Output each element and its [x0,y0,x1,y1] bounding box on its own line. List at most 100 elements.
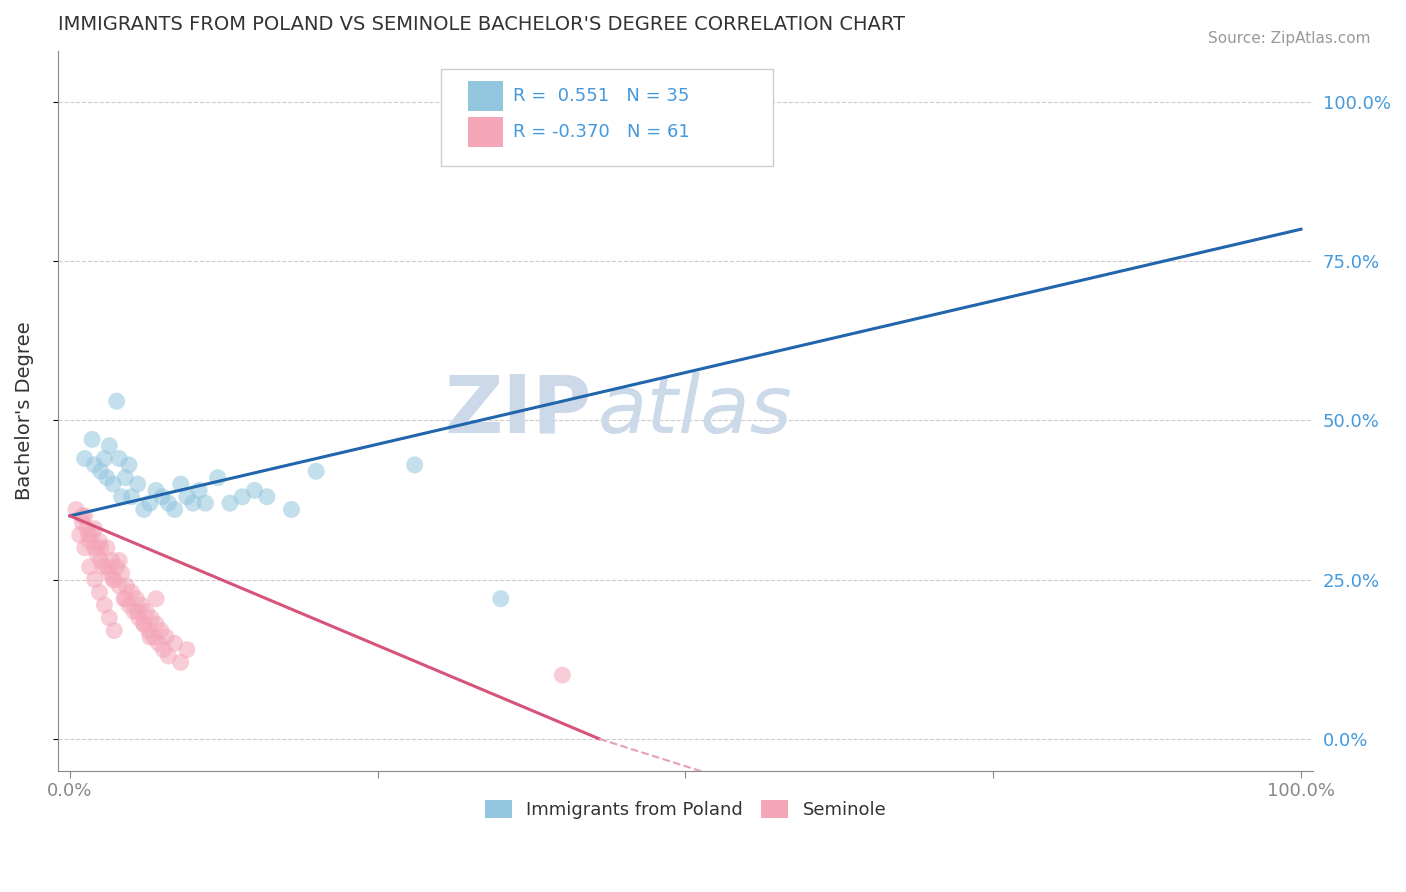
Point [98,566,121,581]
Point [91,559,114,574]
Point [101,553,124,567]
Point [96,559,118,574]
Point [142,630,165,644]
Point [80,433,103,447]
Point [90,553,112,567]
Point [79,534,101,549]
Point [79,559,101,574]
Point [90,464,112,478]
Point [157,648,180,663]
Point [170,477,193,491]
Point [114,591,136,606]
Point [551,668,574,682]
Point [111,490,134,504]
Point [77,528,100,542]
Point [65,502,87,516]
Text: R =  0.551   N = 35: R = 0.551 N = 35 [513,87,690,105]
Point [188,483,211,498]
Point [111,566,134,581]
Point [256,490,278,504]
Point [121,490,143,504]
Text: R = -0.370   N = 61: R = -0.370 N = 61 [513,123,690,141]
Point [163,502,186,516]
Point [170,656,193,670]
Point [181,496,204,510]
Point [89,585,111,599]
Point [145,483,167,498]
Point [176,642,198,657]
Point [150,624,173,638]
Point [145,617,167,632]
Point [73,541,96,555]
Point [127,604,149,618]
Point [83,573,105,587]
Point [96,541,118,555]
Point [114,470,136,484]
Point [145,591,167,606]
Point [118,458,141,472]
Point [141,611,163,625]
Point [69,528,91,542]
Point [83,458,105,472]
Point [132,617,155,632]
Point [76,522,98,536]
Point [105,394,128,409]
Point [128,611,150,625]
Point [96,470,118,484]
Point [163,636,186,650]
Point [280,502,302,516]
Point [243,483,266,498]
Point [103,624,125,638]
Point [207,470,229,484]
Text: Source: ZipAtlas.com: Source: ZipAtlas.com [1208,31,1371,46]
Point [83,522,105,536]
Point [132,617,155,632]
Bar [468,81,503,112]
Point [176,490,198,504]
Point [131,598,153,612]
Point [121,585,143,599]
Point [108,553,131,567]
Point [139,630,162,644]
Point [105,559,128,574]
Point [73,451,96,466]
Point [101,573,124,587]
Point [98,439,121,453]
Point [89,534,111,549]
Point [152,642,174,657]
Point [93,451,115,466]
Bar [468,117,503,147]
Text: IMMIGRANTS FROM POLAND VS SEMINOLE BACHELOR'S DEGREE CORRELATION CHART: IMMIGRANTS FROM POLAND VS SEMINOLE BACHE… [58,15,904,34]
Point [219,496,242,510]
Point [127,477,149,491]
Point [157,496,180,510]
Point [305,464,328,478]
Legend: Immigrants from Poland, Seminole: Immigrants from Poland, Seminole [478,793,893,827]
Point [93,598,115,612]
Point [138,624,160,638]
Point [489,591,512,606]
Point [86,547,108,561]
Point [108,451,131,466]
Point [155,630,177,644]
Point [83,541,105,555]
Point [194,496,217,510]
Point [80,528,103,542]
Point [150,490,173,504]
Point [231,490,253,504]
Point [135,604,157,618]
Point [98,611,121,625]
Point [132,502,155,516]
Text: atlas: atlas [598,372,793,450]
Point [125,591,148,606]
Point [70,508,93,523]
Point [148,636,170,650]
Point [139,496,162,510]
Point [108,579,131,593]
Point [122,604,145,618]
Point [112,591,135,606]
Point [70,515,93,529]
Point [118,598,141,612]
Text: ZIP: ZIP [444,372,592,450]
Point [115,579,138,593]
